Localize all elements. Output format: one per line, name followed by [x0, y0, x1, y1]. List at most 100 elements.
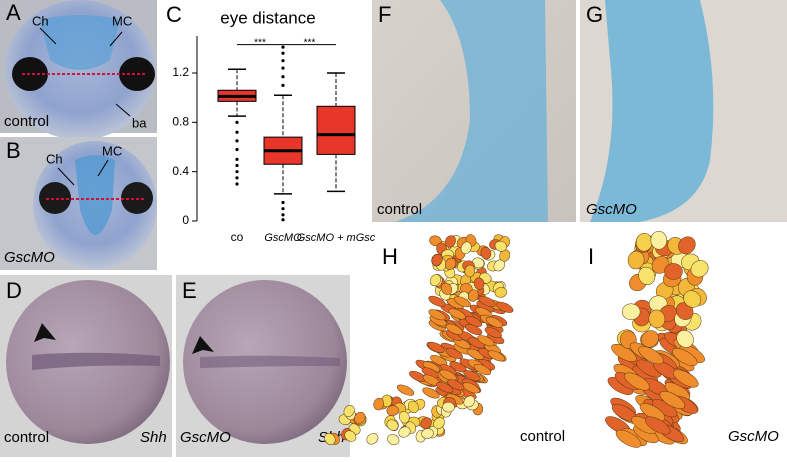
panel-letter: G: [586, 2, 603, 27]
outlier: [281, 66, 285, 70]
panel-a: A Ch MC ba control: [0, 0, 157, 140]
cell: [494, 240, 507, 252]
cell: [445, 348, 463, 360]
cell: [477, 335, 495, 347]
cartilage: [590, 0, 714, 222]
cell: [462, 382, 480, 394]
cell: [344, 430, 357, 442]
panel-h: H control: [324, 234, 565, 446]
outlier: [281, 75, 285, 79]
cell: [473, 277, 485, 290]
caption: control: [4, 429, 49, 446]
x-tick-label: GscMO: [264, 232, 302, 244]
label: MC: [102, 143, 122, 158]
stain: [200, 355, 340, 368]
cell: [386, 405, 400, 416]
gene-label: Shh: [140, 429, 167, 446]
outlier: [235, 130, 239, 134]
cell: [467, 289, 479, 302]
pointer: [39, 27, 57, 45]
cell: [428, 309, 446, 321]
pointer: [115, 103, 131, 117]
x-tick-label: co: [231, 230, 244, 244]
cartilage: [395, 0, 548, 222]
stain: [32, 352, 160, 370]
cell: [447, 379, 465, 391]
cell: [373, 397, 384, 411]
cell: [421, 428, 434, 439]
caption: GscMO: [180, 429, 231, 446]
cell: [448, 308, 466, 320]
cell: [473, 364, 491, 376]
box: [316, 105, 356, 155]
panel-letter: E: [182, 278, 197, 303]
cell: [386, 419, 399, 431]
cell: [396, 384, 415, 396]
panel-g: G GscMO: [580, 0, 787, 222]
cell: [466, 348, 484, 360]
outlier: [281, 207, 285, 211]
cell: [407, 400, 419, 413]
caption: GscMO: [586, 201, 637, 218]
cell: [485, 316, 504, 328]
cartilage: [40, 15, 120, 70]
cell: [445, 257, 456, 270]
cell: [484, 326, 502, 338]
cell: [638, 346, 664, 365]
panel-letter: A: [6, 0, 21, 25]
cell: [387, 434, 400, 446]
cell: [471, 257, 485, 269]
cell: [444, 235, 456, 248]
cell: [644, 416, 671, 435]
cell: [659, 390, 686, 409]
caption: control: [4, 113, 49, 130]
cell: [441, 282, 453, 295]
panel-b: B Ch MC GscMO: [0, 137, 157, 270]
cell: [429, 274, 442, 287]
cell: [672, 348, 698, 366]
significance-label: ***: [254, 37, 266, 48]
cell: [366, 433, 379, 445]
panel-letter: H: [382, 244, 398, 269]
pointer: [57, 167, 75, 186]
cell: [676, 330, 694, 348]
cell: [627, 250, 645, 270]
pointer: [109, 31, 123, 47]
cell: [496, 301, 514, 313]
cell: [428, 295, 446, 307]
label: ba: [132, 115, 147, 130]
panel-letter: B: [6, 138, 21, 163]
cell: [648, 309, 666, 329]
panel-letter: D: [6, 278, 22, 303]
cell: [478, 296, 496, 308]
significance-label: ***: [304, 37, 316, 48]
cell: [636, 359, 662, 378]
cartilage: [75, 155, 115, 235]
cell: [683, 290, 702, 308]
cell: [621, 303, 641, 320]
caption: control: [520, 428, 565, 445]
cell: [442, 401, 455, 413]
cell: [494, 287, 508, 298]
cell: [398, 410, 410, 424]
cell: [493, 259, 505, 272]
panel-letter: F: [378, 2, 391, 27]
cell: [650, 231, 668, 250]
panel-letter: C: [166, 2, 182, 27]
cell: [343, 405, 355, 418]
outlier: [281, 51, 285, 55]
cell: [460, 241, 472, 254]
label: MC: [112, 13, 132, 28]
y-tick-label: 0.8: [172, 115, 189, 129]
outlier: [235, 120, 239, 124]
cell: [422, 387, 440, 399]
label: Ch: [46, 151, 63, 166]
y-tick-label: 0: [182, 213, 189, 227]
cell: [439, 369, 457, 381]
caption: control: [377, 201, 422, 218]
outlier: [281, 83, 285, 87]
panel-d: D control Shh: [0, 275, 172, 457]
cell: [480, 246, 492, 260]
